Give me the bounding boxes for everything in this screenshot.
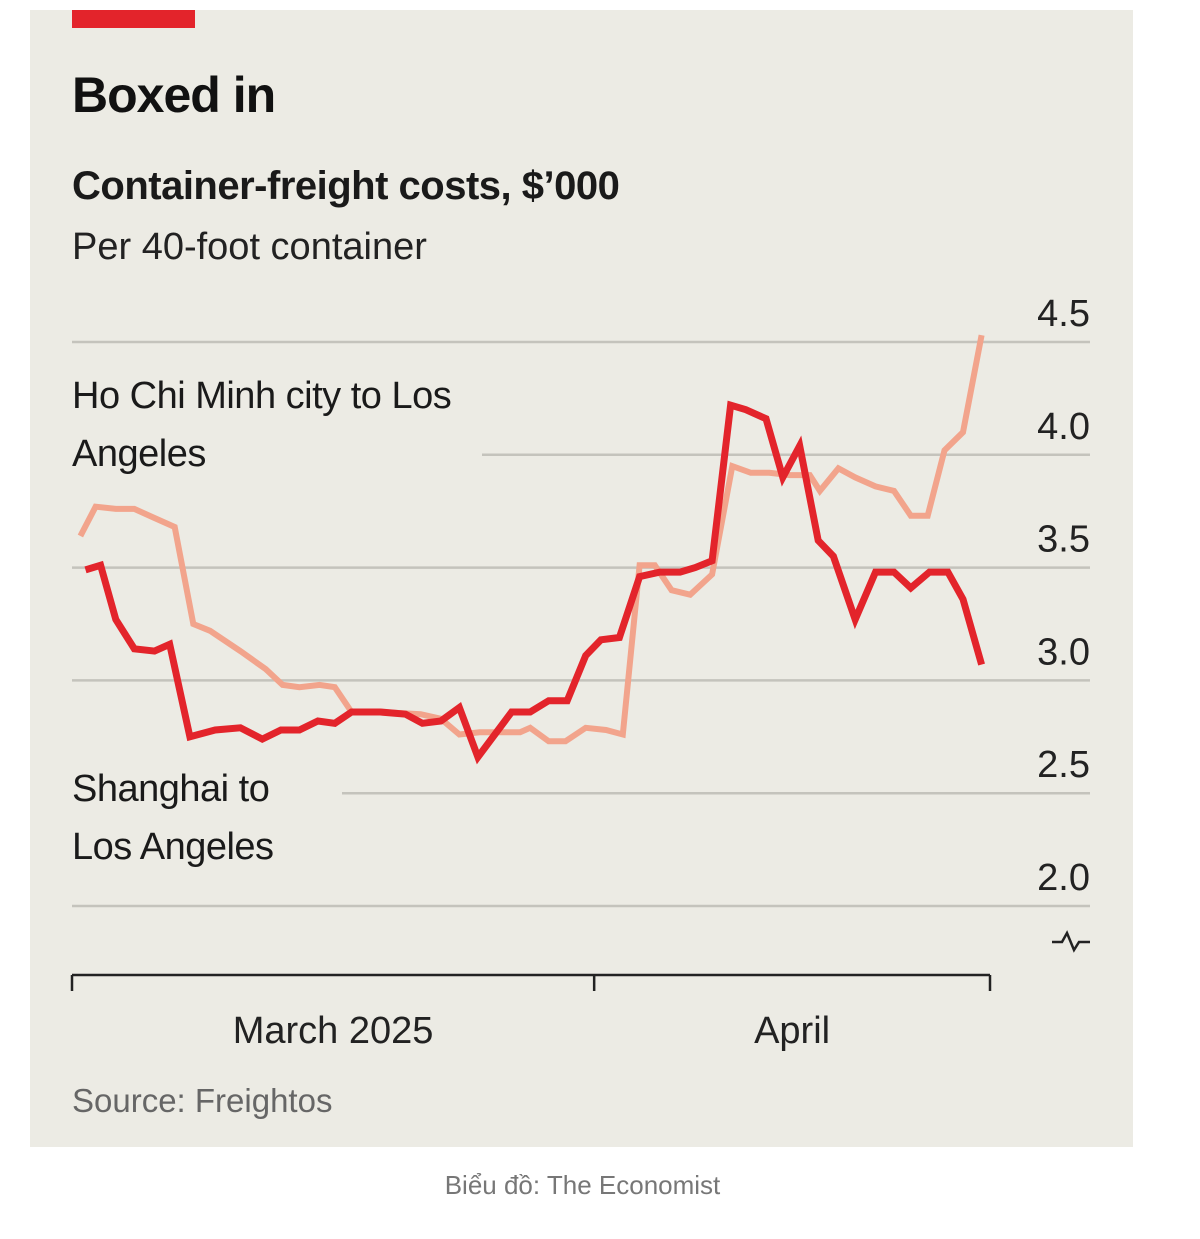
y-tick-label: 4.0 — [1037, 406, 1090, 448]
source: Source: Freightos — [72, 1082, 332, 1119]
y-tick-label: 2.5 — [1037, 744, 1090, 786]
series-line — [84, 400, 985, 765]
x-period-label: April — [754, 1010, 830, 1052]
y-tick-label: 3.5 — [1037, 519, 1090, 561]
series-label: Ho Chi Minh city to Los Angeles — [72, 367, 482, 483]
y-tick-label: 4.5 — [1037, 293, 1090, 335]
caption: Biểu đồ: The Economist — [444, 1170, 721, 1200]
axis-break — [1052, 930, 1090, 953]
y-tick-label: 2.0 — [1037, 857, 1090, 899]
series-line — [77, 334, 985, 745]
series-label: Shanghai to Los Angeles — [72, 760, 342, 876]
chart-note: Per 40-foot container — [72, 226, 427, 268]
chart-title: Boxed in — [72, 67, 275, 123]
brand-bar — [72, 10, 195, 28]
y-tick-label: 3.0 — [1037, 631, 1090, 673]
x-period-label: March 2025 — [233, 1010, 434, 1052]
chart-subtitle: Container-freight costs, $’000 — [72, 164, 619, 208]
